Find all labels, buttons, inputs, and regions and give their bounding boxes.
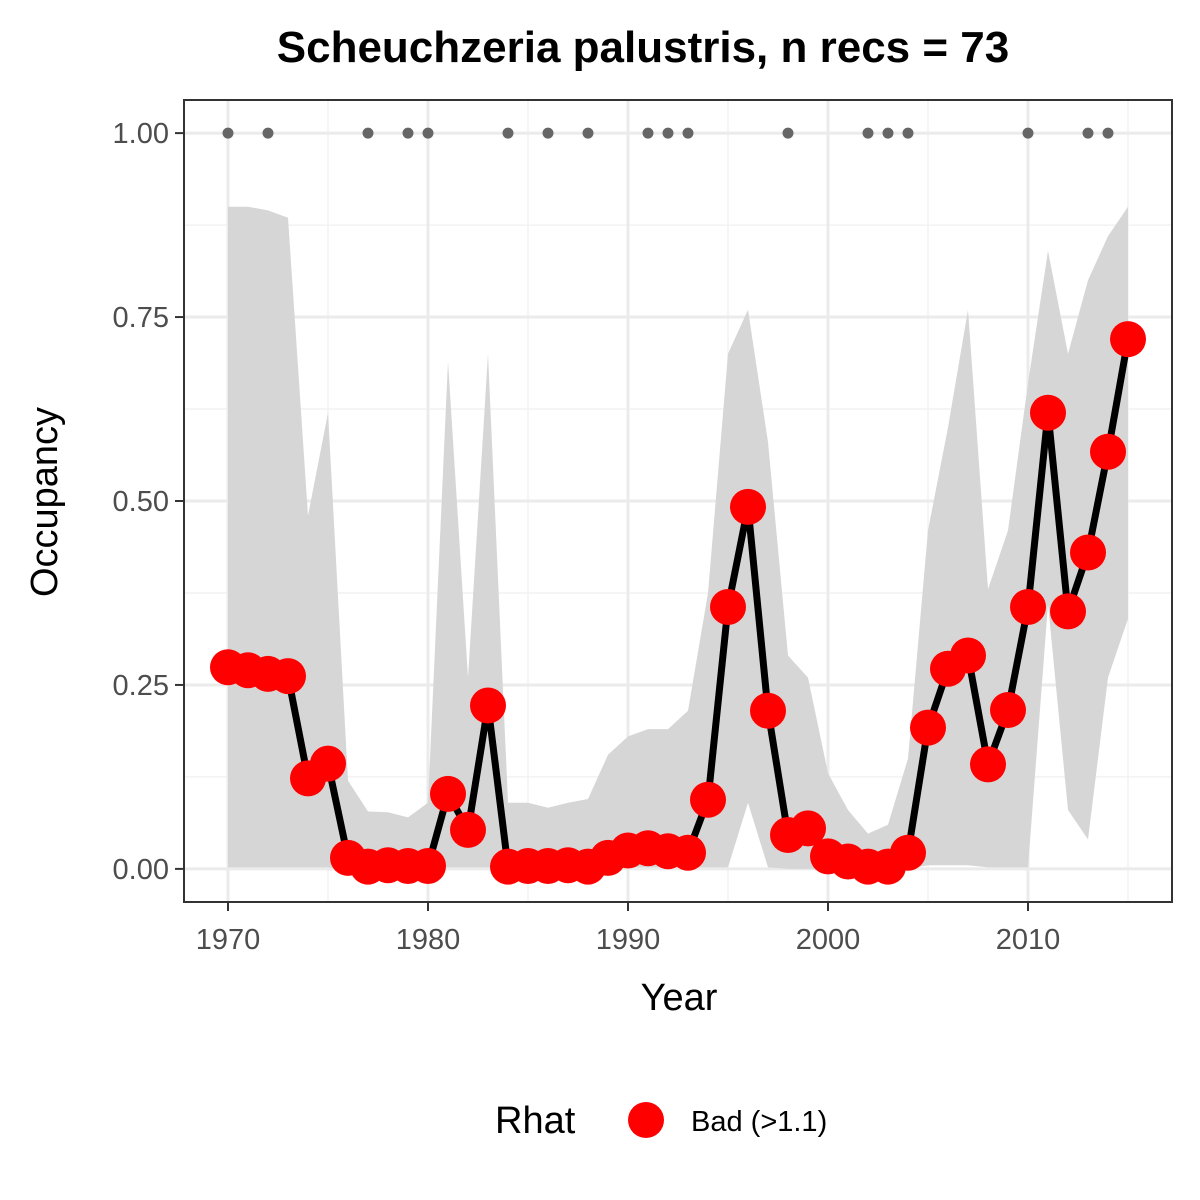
y-axis: 0.00 0.25 0.50 0.75 1.00 bbox=[113, 118, 184, 886]
occupancy-points bbox=[210, 321, 1146, 885]
record-point bbox=[422, 127, 434, 139]
record-point bbox=[222, 127, 234, 139]
record-point bbox=[862, 127, 874, 139]
record-point bbox=[882, 127, 894, 139]
ribbon-area bbox=[228, 206, 1128, 869]
x-axis: 1970 1980 1990 2000 2010 bbox=[196, 902, 1061, 956]
x-axis-title: Year bbox=[641, 977, 718, 1019]
occupancy-point bbox=[450, 811, 486, 848]
legend-key-bad-rhat bbox=[628, 1102, 664, 1138]
record-point bbox=[1082, 127, 1094, 139]
occupancy-point bbox=[750, 692, 786, 729]
legend-label-bad-rhat: Bad (>1.1) bbox=[691, 1106, 827, 1138]
occupancy-point bbox=[970, 746, 1006, 783]
occupancy-point bbox=[950, 637, 986, 674]
occupancy-point bbox=[1010, 588, 1046, 625]
record-point bbox=[582, 127, 594, 139]
occupancy-point bbox=[730, 488, 766, 525]
occupancy-point bbox=[270, 658, 306, 695]
y-tick-label: 0.50 bbox=[113, 486, 169, 518]
y-tick-label: 0.00 bbox=[113, 854, 169, 886]
occupancy-point bbox=[1050, 593, 1086, 630]
occupancy-point bbox=[710, 588, 746, 625]
record-point bbox=[642, 127, 654, 139]
record-point bbox=[362, 127, 374, 139]
occupancy-point bbox=[1110, 321, 1146, 358]
occupancy-point bbox=[410, 847, 446, 884]
credible-interval-ribbon bbox=[228, 206, 1128, 869]
x-tick-label: 2010 bbox=[996, 924, 1061, 956]
chart-title: Scheuchzeria palustris, n recs = 73 bbox=[277, 23, 1009, 72]
record-points bbox=[222, 127, 1114, 139]
legend-title: Rhat bbox=[495, 1100, 576, 1142]
record-point bbox=[682, 127, 694, 139]
y-tick-label: 0.25 bbox=[113, 670, 169, 702]
occupancy-point bbox=[310, 745, 346, 782]
record-point bbox=[402, 127, 414, 139]
y-axis-title: Occupancy bbox=[24, 407, 66, 597]
occupancy-point bbox=[1030, 394, 1066, 431]
x-tick-label: 1970 bbox=[196, 924, 261, 956]
record-point bbox=[662, 127, 674, 139]
record-point bbox=[1102, 127, 1114, 139]
x-tick-label: 1980 bbox=[396, 924, 461, 956]
occupancy-point bbox=[890, 834, 926, 871]
occupancy-point bbox=[690, 781, 726, 818]
occupancy-point bbox=[430, 775, 466, 812]
x-tick-label: 1990 bbox=[596, 924, 661, 956]
occupancy-point bbox=[1070, 534, 1106, 571]
record-point bbox=[542, 127, 554, 139]
plot-panel bbox=[183, 99, 1173, 903]
occupancy-point bbox=[1090, 433, 1126, 470]
occupancy-point bbox=[670, 834, 706, 871]
record-point bbox=[262, 127, 274, 139]
occupancy-point bbox=[790, 810, 826, 847]
occupancy-point bbox=[470, 687, 506, 724]
record-point bbox=[782, 127, 794, 139]
occupancy-point bbox=[910, 709, 946, 746]
record-point bbox=[902, 127, 914, 139]
occupancy-point bbox=[990, 691, 1026, 728]
y-tick-label: 1.00 bbox=[113, 118, 169, 150]
legend: Rhat Bad (>1.1) bbox=[495, 1100, 827, 1142]
record-point bbox=[502, 127, 514, 139]
x-tick-label: 2000 bbox=[796, 924, 861, 956]
record-point bbox=[1022, 127, 1034, 139]
y-tick-label: 0.75 bbox=[113, 302, 169, 334]
